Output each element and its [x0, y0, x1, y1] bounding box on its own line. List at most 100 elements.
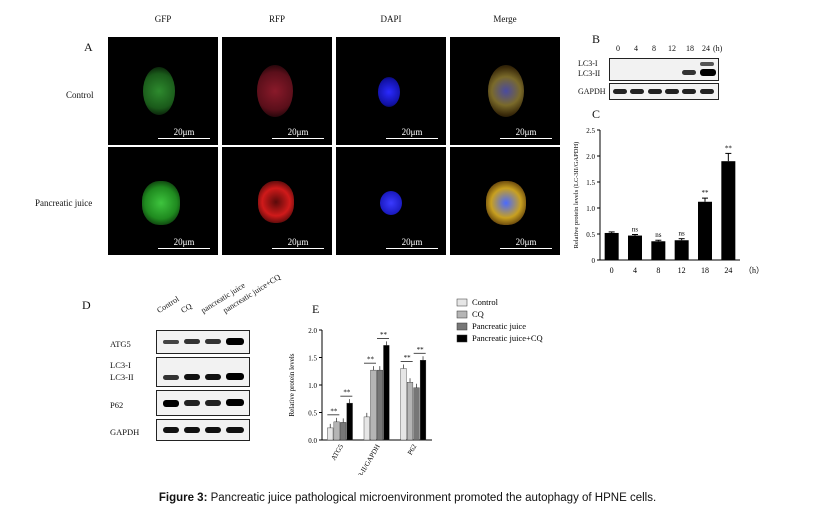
bar — [698, 201, 712, 260]
legend-swatch — [456, 298, 468, 307]
bar — [651, 241, 666, 260]
western-blot-p62 — [156, 390, 250, 416]
legend-swatch — [456, 310, 468, 319]
lane-label-control: Control — [155, 294, 181, 315]
significance-label: ns — [679, 230, 686, 238]
y-tick-label: 2.5 — [586, 127, 595, 135]
figure-caption: Figure 3: Pancreatic juice pathological … — [0, 492, 815, 504]
x-tick-label: LC3-II/GAPDH — [352, 443, 382, 475]
y-tick-label: 1.0 — [586, 205, 595, 213]
significance-label: ** — [330, 407, 338, 415]
significance-label: ns — [655, 231, 662, 239]
significance-label: ** — [343, 389, 351, 397]
y-tick-label: 0.5 — [586, 231, 595, 239]
x-tick-label: P62 — [406, 443, 419, 457]
timepoint-unit: (h) — [713, 44, 723, 53]
lane-headers: Control CQ pancreatic juice pancreatic j… — [155, 262, 282, 322]
band-label-lc3-i: LC3-I — [578, 59, 598, 68]
row-label-control: Control — [66, 90, 94, 100]
micrograph-control-rfp: 20μm — [222, 37, 332, 145]
x-tick-label: 8 — [656, 266, 660, 275]
scale-bar-label: 20μm — [173, 237, 195, 247]
panel-e-label: E — [312, 302, 320, 316]
panel-b-label: B — [592, 32, 601, 46]
significance-label: ns — [632, 226, 639, 234]
bar — [346, 402, 353, 441]
column-title-gfp: GFP — [154, 14, 172, 24]
row-label-pancreatic-juice: Pancreatic juice — [35, 198, 93, 208]
panel-a-label: A — [84, 40, 93, 54]
y-axis-label: Relative protein levels (LC-3II/GAPDH) — [573, 142, 580, 249]
legend-label: Control — [472, 297, 499, 307]
y-axis-label: Relative protein levels — [288, 353, 296, 416]
band-label-lc3-ii-d: LC3-II — [110, 372, 134, 382]
bar — [340, 422, 347, 441]
chart-c: 0 0.5 1.0 1.5 2.0 2.5 0 ns 4 ns 8 ns 12 ** 18 ** 24 （h） Re… — [573, 127, 764, 275]
significance-label: ** — [725, 144, 733, 152]
scale-bar-label: 20μm — [173, 127, 195, 137]
band-label-lc3-i-d: LC3-I — [110, 360, 131, 370]
y-tick-label: 2.0 — [586, 153, 595, 161]
x-axis-unit: （h） — [744, 266, 764, 275]
timepoint-label: 0 — [616, 44, 620, 53]
band-label-gapdh-d: GAPDH — [110, 427, 140, 437]
band-label-gapdh: GAPDH — [578, 87, 606, 96]
column-title-dapi: DAPI — [380, 14, 402, 24]
y-tick-label: 2.0 — [308, 327, 317, 335]
y-tick-label: 1.0 — [308, 382, 317, 390]
legend-label: Pancreatic juice — [472, 321, 526, 331]
x-tick-label: 12 — [678, 266, 686, 275]
x-tick-label: 4 — [633, 266, 637, 275]
micrograph-pancreatic-juice-dapi: 20μm — [336, 147, 446, 255]
bar — [406, 382, 414, 441]
micrograph-control-dapi: 20μm — [336, 37, 446, 145]
bar — [400, 368, 407, 441]
significance-label: ** — [380, 331, 388, 339]
scale-bar-label: 20μm — [287, 237, 309, 247]
bar — [376, 369, 383, 441]
significance-label: ** — [702, 189, 710, 197]
western-blot-gapdh-d — [156, 419, 250, 441]
bar — [628, 235, 642, 260]
bar — [413, 387, 420, 441]
micrograph-pancreatic-juice-merge: 20μm — [450, 147, 560, 255]
legend-swatch — [456, 334, 468, 343]
significance-label: ** — [417, 346, 425, 354]
timepoint-label: 18 — [686, 44, 694, 53]
panel-c-label: C — [592, 107, 601, 121]
timepoint-label: 4 — [634, 44, 638, 53]
y-tick-label: 1.5 — [586, 179, 595, 187]
x-tick-label: 24 — [724, 266, 732, 275]
western-blot-lc3 — [609, 58, 719, 81]
timepoint-label: 24 — [702, 44, 710, 53]
bar — [721, 161, 736, 260]
micrograph-pancreatic-juice-rfp: 20μm — [222, 147, 332, 255]
western-blot-lc3-d — [156, 357, 250, 387]
x-tick-label: 18 — [701, 266, 709, 275]
bar — [383, 345, 390, 441]
timepoint-label: 8 — [652, 44, 656, 53]
timepoint-label: 12 — [668, 44, 676, 53]
bar — [604, 232, 619, 260]
bar — [419, 360, 427, 441]
scale-bar-label: 20μm — [515, 127, 537, 137]
x-tick-label: ATG5 — [330, 443, 346, 462]
significance-label: ** — [404, 354, 412, 362]
caption-label: Figure 3: — [158, 492, 208, 504]
column-title-merge: Merge — [493, 14, 517, 24]
y-tick-label: 0 — [592, 257, 596, 265]
band-label-p62: P62 — [110, 400, 124, 410]
y-tick-label: 1.5 — [308, 355, 317, 363]
scale-bar-label: 20μm — [287, 127, 309, 137]
scale-bar-label: 20μm — [401, 127, 423, 137]
bar — [370, 369, 377, 441]
bar — [674, 240, 689, 260]
chart-e: 0.0 0.5 1.0 1.5 2.0 ** ** ATG5 ** ** LC3-II/GAPDH *… — [288, 297, 543, 475]
micrograph-pancreatic-juice-gfp: 20μm — [108, 147, 218, 255]
band-label-lc3-ii: LC3-II — [578, 69, 601, 78]
y-tick-label: 0.0 — [308, 437, 317, 445]
micrograph-control-gfp: 20μm — [108, 37, 218, 145]
legend-swatch — [456, 322, 468, 331]
scale-bar-label: 20μm — [401, 237, 423, 247]
legend-label: Pancreatic juice+CQ — [472, 333, 543, 343]
